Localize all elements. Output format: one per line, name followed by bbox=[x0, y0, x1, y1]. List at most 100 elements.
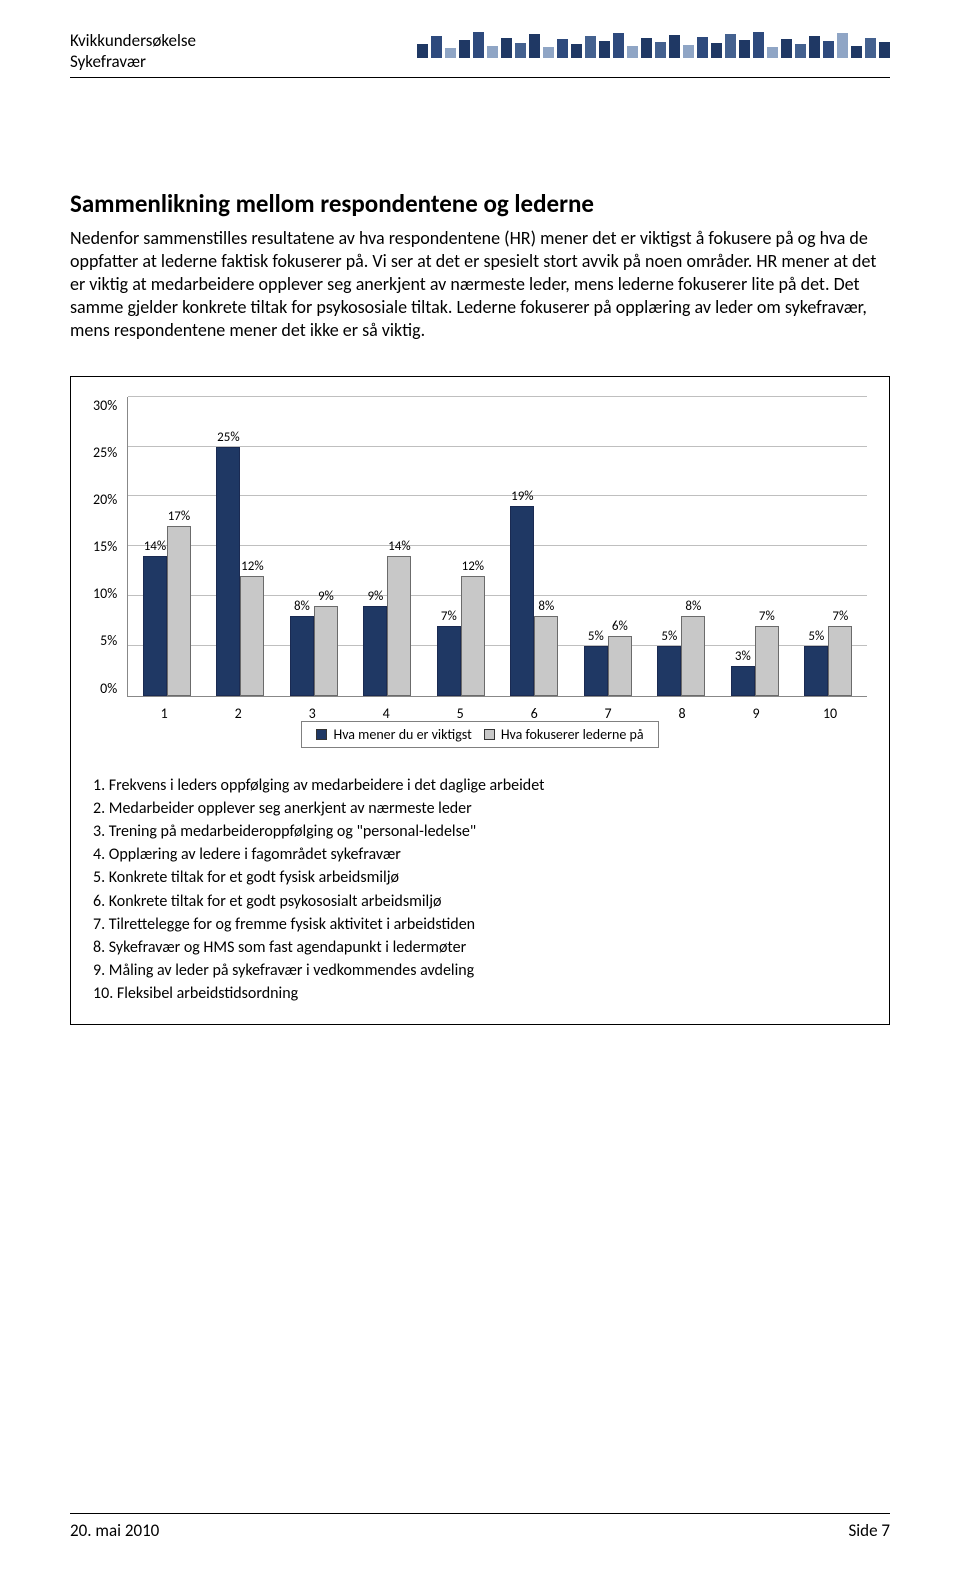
key-line: 2. Medarbeider opplever seg anerkjent av… bbox=[93, 797, 867, 820]
bar-respondent: 8% bbox=[290, 616, 314, 696]
bar-label-respondent: 5% bbox=[661, 629, 677, 644]
key-line: 10. Fleksibel arbeidstidsordning bbox=[93, 982, 867, 1005]
header-decor-bar bbox=[459, 40, 470, 58]
key-line: 9. Måling av leder på sykefravær i vedko… bbox=[93, 959, 867, 982]
bar-group: 14%17% bbox=[130, 397, 203, 696]
key-line: 1. Frekvens i leders oppfølging av medar… bbox=[93, 774, 867, 797]
x-tick: 6 bbox=[497, 705, 571, 722]
header-decor-bar bbox=[599, 41, 610, 58]
bar-respondent: 19% bbox=[510, 506, 534, 695]
bar-group: 5%7% bbox=[792, 397, 865, 696]
header-decor-bar bbox=[669, 35, 680, 58]
bar-leder: 7% bbox=[755, 626, 779, 696]
y-tick: 25% bbox=[93, 444, 117, 461]
header-decor-bar bbox=[851, 46, 862, 58]
header-decor-bar bbox=[823, 41, 834, 58]
bar-leder: 6% bbox=[608, 636, 632, 696]
bar-label-leder: 17% bbox=[168, 509, 190, 524]
header-decor-bar bbox=[613, 33, 624, 58]
y-tick: 5% bbox=[100, 632, 117, 649]
legend-swatch-leder bbox=[484, 729, 495, 740]
bar-respondent: 7% bbox=[437, 626, 461, 696]
y-tick: 15% bbox=[93, 538, 117, 555]
footer-date: 20. mai 2010 bbox=[70, 1520, 159, 1541]
x-tick: 8 bbox=[645, 705, 719, 722]
legend-swatch-respondent bbox=[316, 729, 327, 740]
bar-leder: 12% bbox=[461, 576, 485, 696]
bar-group: 5% 8% bbox=[645, 397, 718, 696]
bar-label-leder: 8% bbox=[685, 599, 701, 614]
bar-label-respondent: 9% bbox=[367, 589, 383, 604]
page-header: Kvikkundersøkelse Sykefravær bbox=[70, 30, 890, 78]
y-axis: 30% 25% 20% 15% 10% 5% 0% bbox=[93, 397, 127, 697]
header-decor-bar bbox=[865, 38, 876, 58]
footer-page: Side 7 bbox=[848, 1520, 890, 1541]
bar-leder: 8% bbox=[534, 616, 558, 696]
chart-legend: Hva mener du er viktigst Hva fokuserer l… bbox=[301, 721, 658, 748]
bar-respondent: 5% bbox=[584, 646, 608, 696]
bar-leder: 17% bbox=[167, 526, 191, 695]
bar-respondent: 14% bbox=[143, 556, 167, 696]
bar-group: 8% 9% bbox=[277, 397, 350, 696]
section-title: Sammenlikning mellom respondentene og le… bbox=[70, 188, 890, 219]
bar-label-respondent: 5% bbox=[588, 629, 604, 644]
header-decor-bar bbox=[557, 39, 568, 58]
bar-group: 9% 14% bbox=[351, 397, 424, 696]
header-decor-bar bbox=[627, 46, 638, 58]
chart-key-list: 1. Frekvens i leders oppfølging av medar… bbox=[93, 774, 867, 1006]
header-decor-bar bbox=[767, 47, 778, 58]
bar-respondent: 25% bbox=[216, 447, 240, 696]
y-tick: 30% bbox=[93, 397, 117, 414]
x-tick: 4 bbox=[349, 705, 423, 722]
bar-leder: 14% bbox=[387, 556, 411, 696]
key-line: 4. Opplæring av ledere i fagområdet syke… bbox=[93, 843, 867, 866]
header-decor-bar bbox=[431, 36, 442, 58]
header-decor-bar bbox=[711, 43, 722, 58]
header-decor-bar bbox=[529, 34, 540, 58]
legend-item-leder: Hva fokuserer lederne på bbox=[484, 726, 644, 743]
header-decor-bar bbox=[725, 34, 736, 58]
legend-item-respondent: Hva mener du er viktigst bbox=[316, 726, 471, 743]
x-tick: 3 bbox=[275, 705, 349, 722]
header-decor-bar bbox=[655, 42, 666, 58]
bar-respondent: 5% bbox=[804, 646, 828, 696]
y-tick: 10% bbox=[93, 585, 117, 602]
bar-label-respondent: 5% bbox=[808, 629, 824, 644]
key-line: 3. Trening på medarbeideroppfølging og "… bbox=[93, 820, 867, 843]
bar-respondent: 3% bbox=[731, 666, 755, 696]
header-decor-bar bbox=[879, 42, 890, 58]
header-decor-bar bbox=[795, 44, 806, 58]
bar-group: 7%12% bbox=[424, 397, 497, 696]
header-decor-bar bbox=[753, 32, 764, 58]
page: Kvikkundersøkelse Sykefravær Sammenlikni… bbox=[0, 0, 960, 1571]
plot-wrap: 14%17%25%12%8%9%9%14%7%12%19%8%5%6%5%8%3… bbox=[127, 397, 867, 697]
header-decor-bar bbox=[683, 45, 694, 58]
bar-label-leder: 14% bbox=[388, 539, 410, 554]
bar-label-respondent: 3% bbox=[735, 649, 751, 664]
key-line: 5. Konkrete tiltak for et godt fysisk ar… bbox=[93, 866, 867, 889]
header-decor-bar bbox=[571, 44, 582, 58]
bar-label-leder: 8% bbox=[538, 599, 554, 614]
bar-label-leder: 12% bbox=[241, 559, 263, 574]
bar-leder: 12% bbox=[240, 576, 264, 696]
chart-card: 30%25%20%15%10%5%0% 14%17%25%12%8%9%9%14… bbox=[70, 376, 890, 1025]
header-decor-bar bbox=[739, 40, 750, 58]
x-tick: 1 bbox=[127, 705, 201, 722]
bar-label-respondent: 25% bbox=[217, 430, 239, 445]
y-tick: 20% bbox=[93, 491, 117, 508]
bar-label-leder: 9% bbox=[318, 589, 334, 604]
header-decor-bar bbox=[417, 44, 428, 58]
header-decor-bars bbox=[417, 30, 890, 58]
bar-label-respondent: 8% bbox=[294, 599, 310, 614]
header-decor-bar bbox=[697, 37, 708, 58]
header-decor-bar bbox=[473, 32, 484, 58]
bar-label-leder: 7% bbox=[832, 609, 848, 624]
header-decor-bar bbox=[809, 36, 820, 58]
header-title-block: Kvikkundersøkelse Sykefravær bbox=[70, 30, 196, 73]
header-decor-bar bbox=[641, 38, 652, 58]
bar-leder: 8% bbox=[681, 616, 705, 696]
bar-leder: 7% bbox=[828, 626, 852, 696]
y-tick: 0% bbox=[100, 680, 117, 697]
header-decor-bar bbox=[837, 33, 848, 58]
header-line-1: Kvikkundersøkelse bbox=[70, 30, 196, 51]
